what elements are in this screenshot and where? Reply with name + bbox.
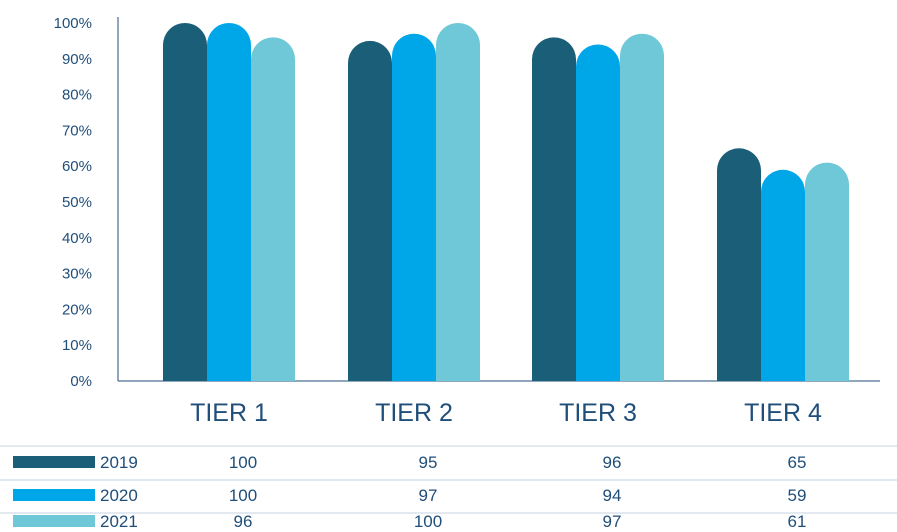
legend-swatch-2020	[13, 489, 95, 501]
bar-2021-tier-1	[251, 37, 295, 381]
legend-label-2019: 2019	[100, 453, 138, 472]
bar-2019-tier-4	[717, 148, 761, 381]
y-tick-label: 10%	[62, 337, 92, 354]
legend-swatch-2021	[13, 515, 95, 527]
bar-2021-tier-4	[805, 162, 849, 381]
table-cell-value: 97	[603, 512, 622, 527]
bar-2019-tier-1	[163, 23, 207, 381]
table-cell-value: 100	[229, 453, 257, 472]
table-cell-value: 100	[414, 512, 442, 527]
table-cell-value: 95	[419, 453, 438, 472]
bar-2020-tier-1	[207, 23, 251, 381]
y-tick-label: 60%	[62, 158, 92, 175]
y-tick-label: 50%	[62, 194, 92, 211]
y-tick-label: 20%	[62, 301, 92, 318]
table-cell-value: 100	[229, 486, 257, 505]
y-tick-label: 70%	[62, 122, 92, 139]
bar-2021-tier-2	[436, 23, 480, 381]
bar-2019-tier-2	[348, 40, 392, 382]
y-tick-label: 90%	[62, 51, 92, 68]
y-tick-label: 30%	[62, 266, 92, 283]
x-category-label: TIER 1	[190, 399, 268, 427]
x-category-label: TIER 4	[744, 399, 822, 427]
table-cell-value: 96	[603, 453, 622, 472]
legend-label-2020: 2020	[100, 486, 138, 505]
bar-2020-tier-2	[392, 33, 436, 382]
table-cell-value: 61	[788, 512, 807, 527]
x-category-label: TIER 3	[559, 399, 637, 427]
table-cell-value: 97	[419, 486, 438, 505]
y-tick-label: 80%	[62, 87, 92, 104]
legend-label-2021: 2021	[100, 512, 138, 527]
y-tick-label: 0%	[70, 373, 92, 390]
table-cell-value: 65	[788, 453, 807, 472]
y-tick-label: 100%	[54, 15, 92, 32]
bar-2020-tier-4	[761, 169, 805, 381]
table-cell-value: 96	[234, 512, 253, 527]
bar-2020-tier-3	[576, 44, 620, 381]
y-tick-label: 40%	[62, 230, 92, 247]
bar-2019-tier-3	[532, 37, 576, 381]
legend-swatch-2019	[13, 456, 95, 468]
bar-2021-tier-3	[620, 33, 664, 382]
table-cell-value: 59	[788, 486, 807, 505]
x-category-label: TIER 2	[375, 399, 453, 427]
table-cell-value: 94	[603, 486, 622, 505]
